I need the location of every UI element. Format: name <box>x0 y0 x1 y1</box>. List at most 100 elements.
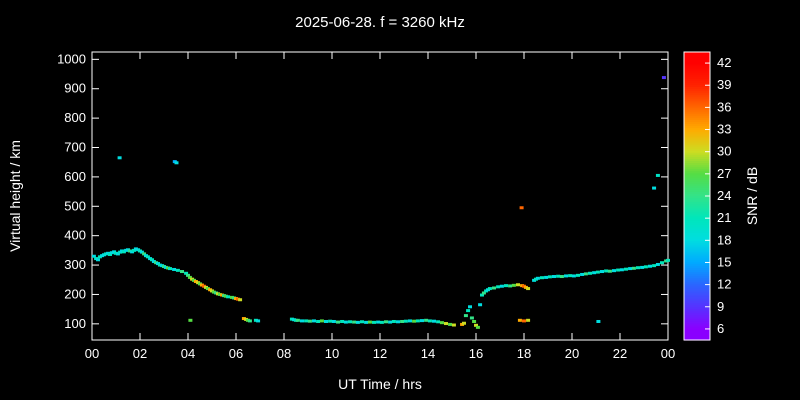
data-point <box>186 273 190 277</box>
y-tick-label: 100 <box>64 316 86 331</box>
data-point <box>522 319 526 323</box>
colorbar-slice <box>684 91 710 94</box>
colorbar-slice <box>684 202 710 205</box>
data-point <box>96 258 100 262</box>
colorbar-slice <box>684 76 710 80</box>
colorbar-slice <box>684 156 710 160</box>
data-point <box>559 275 564 279</box>
data-point <box>367 320 372 324</box>
data-point <box>595 270 600 274</box>
data-point <box>496 285 501 289</box>
colorbar-label: SNR / dB <box>744 167 760 225</box>
data-point <box>352 320 357 324</box>
colorbar-slice <box>684 265 710 269</box>
colorbar-slice <box>684 319 710 323</box>
colorbar-slice <box>684 292 710 296</box>
data-point <box>568 274 573 278</box>
data-point <box>384 320 388 324</box>
data-point <box>247 319 252 323</box>
data-point <box>592 271 597 275</box>
data-point <box>652 186 657 190</box>
data-point <box>256 319 261 323</box>
data-point <box>583 272 588 276</box>
data-point <box>229 295 234 299</box>
data-point <box>133 247 138 251</box>
data-point <box>469 316 474 320</box>
colorbar-slice <box>684 68 710 72</box>
colorbar-slice <box>684 78 710 82</box>
data-point <box>400 319 405 323</box>
data-point <box>348 320 352 324</box>
data-point <box>588 271 592 275</box>
colorbar-slice <box>684 311 710 314</box>
data-point <box>391 319 396 323</box>
colorbar-slice <box>684 138 710 142</box>
data-point <box>115 252 120 256</box>
colorbar-slice <box>684 198 710 201</box>
colorbar-slice <box>684 60 710 63</box>
colorbar-slice <box>684 210 710 214</box>
colorbar-slice <box>684 124 710 127</box>
colorbar-slice <box>684 296 710 300</box>
colorbar-slice <box>684 171 710 174</box>
data-point <box>145 255 150 259</box>
plot-frame <box>91 51 669 341</box>
colorbar-slice <box>684 177 710 181</box>
x-tick-label: 00 <box>661 346 675 361</box>
data-point <box>516 283 520 287</box>
colorbar-tick-label: 24 <box>717 188 731 203</box>
colorbar-slice <box>684 294 710 298</box>
data-point <box>607 269 612 273</box>
colorbar-slice <box>684 261 710 265</box>
colorbar-slice <box>684 222 710 226</box>
colorbar-slice <box>684 239 710 242</box>
data-point <box>655 262 660 266</box>
y-tick-label: 800 <box>64 110 86 125</box>
colorbar-tick-label: 18 <box>717 232 731 247</box>
colorbar-slice <box>684 97 710 100</box>
colorbar-slice <box>684 193 710 197</box>
data-point <box>444 322 448 326</box>
colorbar-slice <box>684 237 710 240</box>
x-tick-label: 20 <box>565 346 579 361</box>
colorbar-slice <box>684 58 710 61</box>
colorbar-tick-label: 33 <box>717 122 731 137</box>
data-point <box>151 260 156 264</box>
colorbar-slice <box>684 70 710 74</box>
colorbar-slice <box>684 243 710 246</box>
data-point <box>300 319 304 323</box>
data-point <box>188 318 193 322</box>
data-point <box>121 250 126 254</box>
colorbar-slice <box>684 216 710 220</box>
colorbar-slice <box>684 115 710 119</box>
colorbar-slice <box>684 288 710 292</box>
x-axis-label: UT Time / hrs <box>338 376 422 392</box>
data-point <box>205 287 210 291</box>
data-point <box>580 272 585 276</box>
data-point <box>412 319 417 323</box>
colorbar-slice <box>684 189 710 193</box>
colorbar-slice <box>684 325 710 329</box>
colorbar-slice <box>684 191 710 195</box>
colorbar-slice <box>684 241 710 244</box>
colorbar-slice <box>684 163 710 166</box>
data-point <box>223 294 228 298</box>
data-point <box>408 319 412 323</box>
colorbar-slice <box>684 142 710 146</box>
data-point <box>660 261 664 265</box>
data-point <box>600 270 604 274</box>
colorbar-slice <box>684 323 710 327</box>
colorbar-slice <box>684 101 710 105</box>
colorbar-slice <box>684 226 710 230</box>
data-point <box>463 314 468 318</box>
data-point <box>547 275 552 279</box>
colorbar-tick-label: 9 <box>717 299 724 314</box>
colorbar-slice <box>684 126 710 129</box>
data-point <box>117 156 122 160</box>
x-tick-label: 00 <box>85 346 99 361</box>
colorbar-slice <box>684 62 710 65</box>
y-tick-label: 700 <box>64 140 86 155</box>
colorbar-slice <box>684 263 710 267</box>
colorbar-slice <box>684 183 710 187</box>
